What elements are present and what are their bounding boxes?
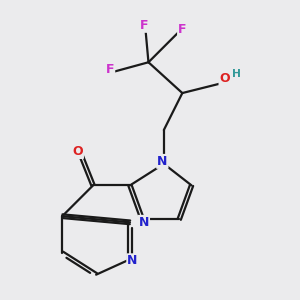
Text: N: N: [139, 216, 149, 229]
Text: F: F: [140, 19, 148, 32]
Text: N: N: [157, 155, 167, 168]
Text: F: F: [106, 64, 114, 76]
Text: N: N: [127, 254, 138, 267]
Text: O: O: [72, 145, 83, 158]
Text: F: F: [178, 22, 187, 35]
Text: H: H: [232, 69, 241, 79]
Text: O: O: [220, 72, 230, 85]
